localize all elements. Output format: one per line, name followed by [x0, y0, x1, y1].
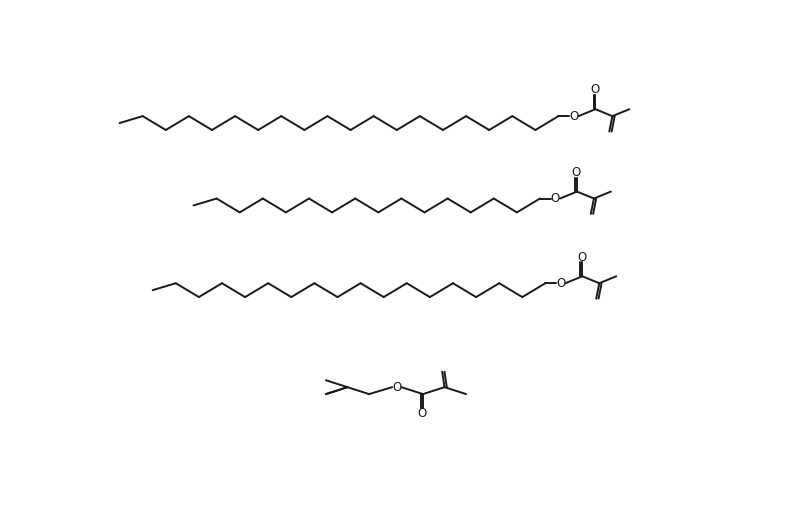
- Text: O: O: [577, 250, 586, 264]
- Text: O: O: [569, 110, 579, 123]
- Text: O: O: [418, 407, 427, 420]
- Text: O: O: [590, 83, 599, 97]
- Text: O: O: [392, 381, 402, 394]
- Text: O: O: [572, 166, 581, 179]
- Text: O: O: [551, 192, 560, 205]
- Text: O: O: [556, 277, 565, 290]
